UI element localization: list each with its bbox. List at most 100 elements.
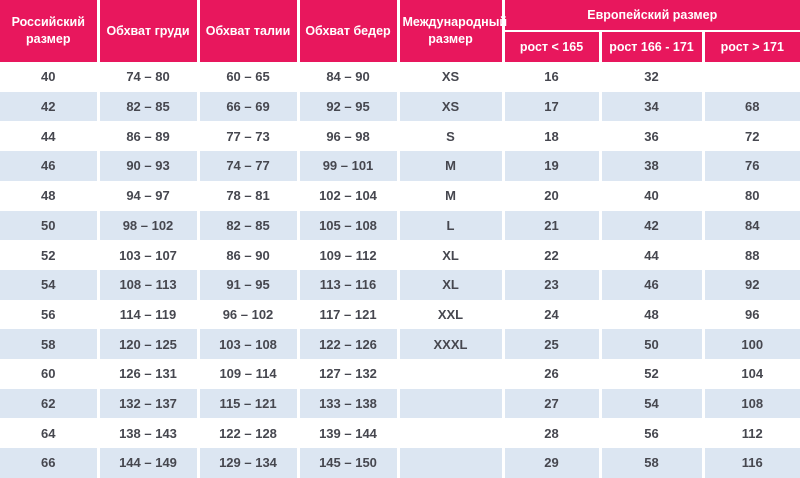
table-cell: XS <box>396 62 503 92</box>
table-cell: 74 – 77 <box>196 151 298 181</box>
table-cell: 84 <box>701 210 800 241</box>
table-cell: 103 – 108 <box>196 329 298 360</box>
table-cell: 78 – 81 <box>196 180 298 211</box>
col-header-international-size: Международный размер <box>396 0 507 62</box>
table-cell: 48 <box>598 299 703 330</box>
table-cell: 74 – 80 <box>96 62 198 92</box>
table-cell: 100 <box>701 329 800 360</box>
table-cell: 46 <box>598 269 703 300</box>
table-cell: 76 <box>701 151 800 181</box>
table-cell <box>396 418 503 449</box>
table-cell: XS <box>396 91 503 122</box>
table-cell: 58 <box>41 336 56 352</box>
table-cell: 105 – 108 <box>296 210 398 241</box>
table-cell: 21 <box>501 210 600 241</box>
table-cell: 108 <box>701 388 800 419</box>
table-cell: 112 <box>701 418 800 449</box>
table-cell: 27 <box>501 388 600 419</box>
table-cell: 26 <box>501 359 600 389</box>
table-cell: XL <box>396 240 503 270</box>
table-cell: 109 – 112 <box>296 240 398 270</box>
table-cell: 127 – 132 <box>296 359 398 389</box>
table-row: 64 138 – 143 122 – 128 139 – 144 28 56 112 <box>0 418 800 449</box>
table-row: 58 120 – 125 103 – 108 122 – 126 XXXL 25 50 100 <box>0 329 800 360</box>
table-header: Российский размер Обхват груди Обхват та… <box>0 0 800 62</box>
table-cell: 18 <box>501 121 600 152</box>
table-cell: 20 <box>501 180 600 211</box>
table-row: 40 74 – 80 60 – 65 84 – 90 XS 16 32 <box>0 62 800 92</box>
table-cell: 19 <box>501 151 600 181</box>
table-cell: 34 <box>598 91 703 122</box>
table-cell: 64 <box>41 425 56 441</box>
table-cell: M <box>396 180 503 211</box>
table-cell: 122 – 128 <box>196 418 298 449</box>
table-cell: 23 <box>501 269 600 300</box>
table-cell: 103 – 107 <box>96 240 198 270</box>
table-cell: 114 – 119 <box>96 299 198 330</box>
table-cell: 80 <box>701 180 800 211</box>
table-row: 44 86 – 89 77 – 73 96 – 98 S 18 36 72 <box>0 121 800 152</box>
table-cell: 44 <box>41 128 56 144</box>
table-cell: 66 – 69 <box>196 91 298 122</box>
table-cell: XXXL <box>396 329 503 360</box>
table-cell: 72 <box>701 121 800 152</box>
table-row: 54 108 – 113 91 – 95 113 – 116 XL 23 46 92 <box>0 269 800 300</box>
table-cell: 126 – 131 <box>96 359 198 389</box>
col-header-height-166-171: рост 166 - 171 <box>598 31 703 62</box>
table-cell: 46 <box>41 158 56 174</box>
table-cell: 42 <box>598 210 703 241</box>
col-header-height-lt-165: рост < 165 <box>501 31 600 62</box>
table-cell: 56 <box>598 418 703 449</box>
table-cell: 66 <box>41 455 56 471</box>
table-cell: 77 – 73 <box>196 121 298 152</box>
table-cell <box>701 62 800 92</box>
table-cell: 84 – 90 <box>296 62 398 92</box>
table-cell: 120 – 125 <box>96 329 198 360</box>
table-cell: 52 <box>41 247 56 263</box>
table-cell: 99 – 101 <box>296 151 398 181</box>
table-cell: L <box>396 210 503 241</box>
table-cell: 96 – 102 <box>196 299 298 330</box>
table-cell: 52 <box>598 359 703 389</box>
table-cell: 56 <box>41 306 56 322</box>
table-cell: 96 – 98 <box>296 121 398 152</box>
table-cell <box>396 388 503 419</box>
table-cell: 50 <box>598 329 703 360</box>
table-row: 48 94 – 97 78 – 81 102 – 104 M 20 40 80 <box>0 180 800 211</box>
table-cell: 28 <box>501 418 600 449</box>
table-cell: 60 <box>41 366 56 382</box>
table-row: 66 144 – 149 129 – 134 145 – 150 29 58 116 <box>0 448 800 478</box>
table-cell: 116 <box>701 448 800 478</box>
table-cell: 92 <box>701 269 800 300</box>
table-cell: 24 <box>501 299 600 330</box>
table-cell: 94 – 97 <box>96 180 198 211</box>
table-cell: 42 <box>41 99 56 115</box>
table-row: 52 103 – 107 86 – 90 109 – 112 XL 22 44 88 <box>0 240 800 270</box>
table-cell: 109 – 114 <box>196 359 298 389</box>
table-cell: 38 <box>598 151 703 181</box>
table-cell: 40 <box>41 69 56 85</box>
table-cell <box>396 359 503 389</box>
table-cell: 104 <box>701 359 800 389</box>
table-cell: 88 <box>701 240 800 270</box>
table-cell: 122 – 126 <box>296 329 398 360</box>
table-cell: 62 <box>41 396 56 412</box>
table-cell: 132 – 137 <box>96 388 198 419</box>
table-cell: 25 <box>501 329 600 360</box>
table-cell: 139 – 144 <box>296 418 398 449</box>
table-cell: 29 <box>501 448 600 478</box>
table-row: 50 98 – 102 82 – 85 105 – 108 L 21 42 84 <box>0 210 800 241</box>
table-cell: 113 – 116 <box>296 269 398 300</box>
col-header-russian-size: Российский размер <box>0 0 98 62</box>
table-cell: 82 – 85 <box>96 91 198 122</box>
table-cell: 22 <box>501 240 600 270</box>
table-cell: 48 <box>41 188 56 204</box>
table-cell: 90 – 93 <box>96 151 198 181</box>
table-row: 62 132 – 137 115 – 121 133 – 138 27 54 108 <box>0 388 800 419</box>
table-cell: 68 <box>701 91 800 122</box>
table-body: 40 74 – 80 60 – 65 84 – 90 XS 16 32 42 82 – 85 66… <box>0 62 800 478</box>
table-cell: 98 – 102 <box>96 210 198 241</box>
table-row: 42 82 – 85 66 – 69 92 – 95 XS 17 34 68 <box>0 91 800 122</box>
table-cell: 115 – 121 <box>196 388 298 419</box>
